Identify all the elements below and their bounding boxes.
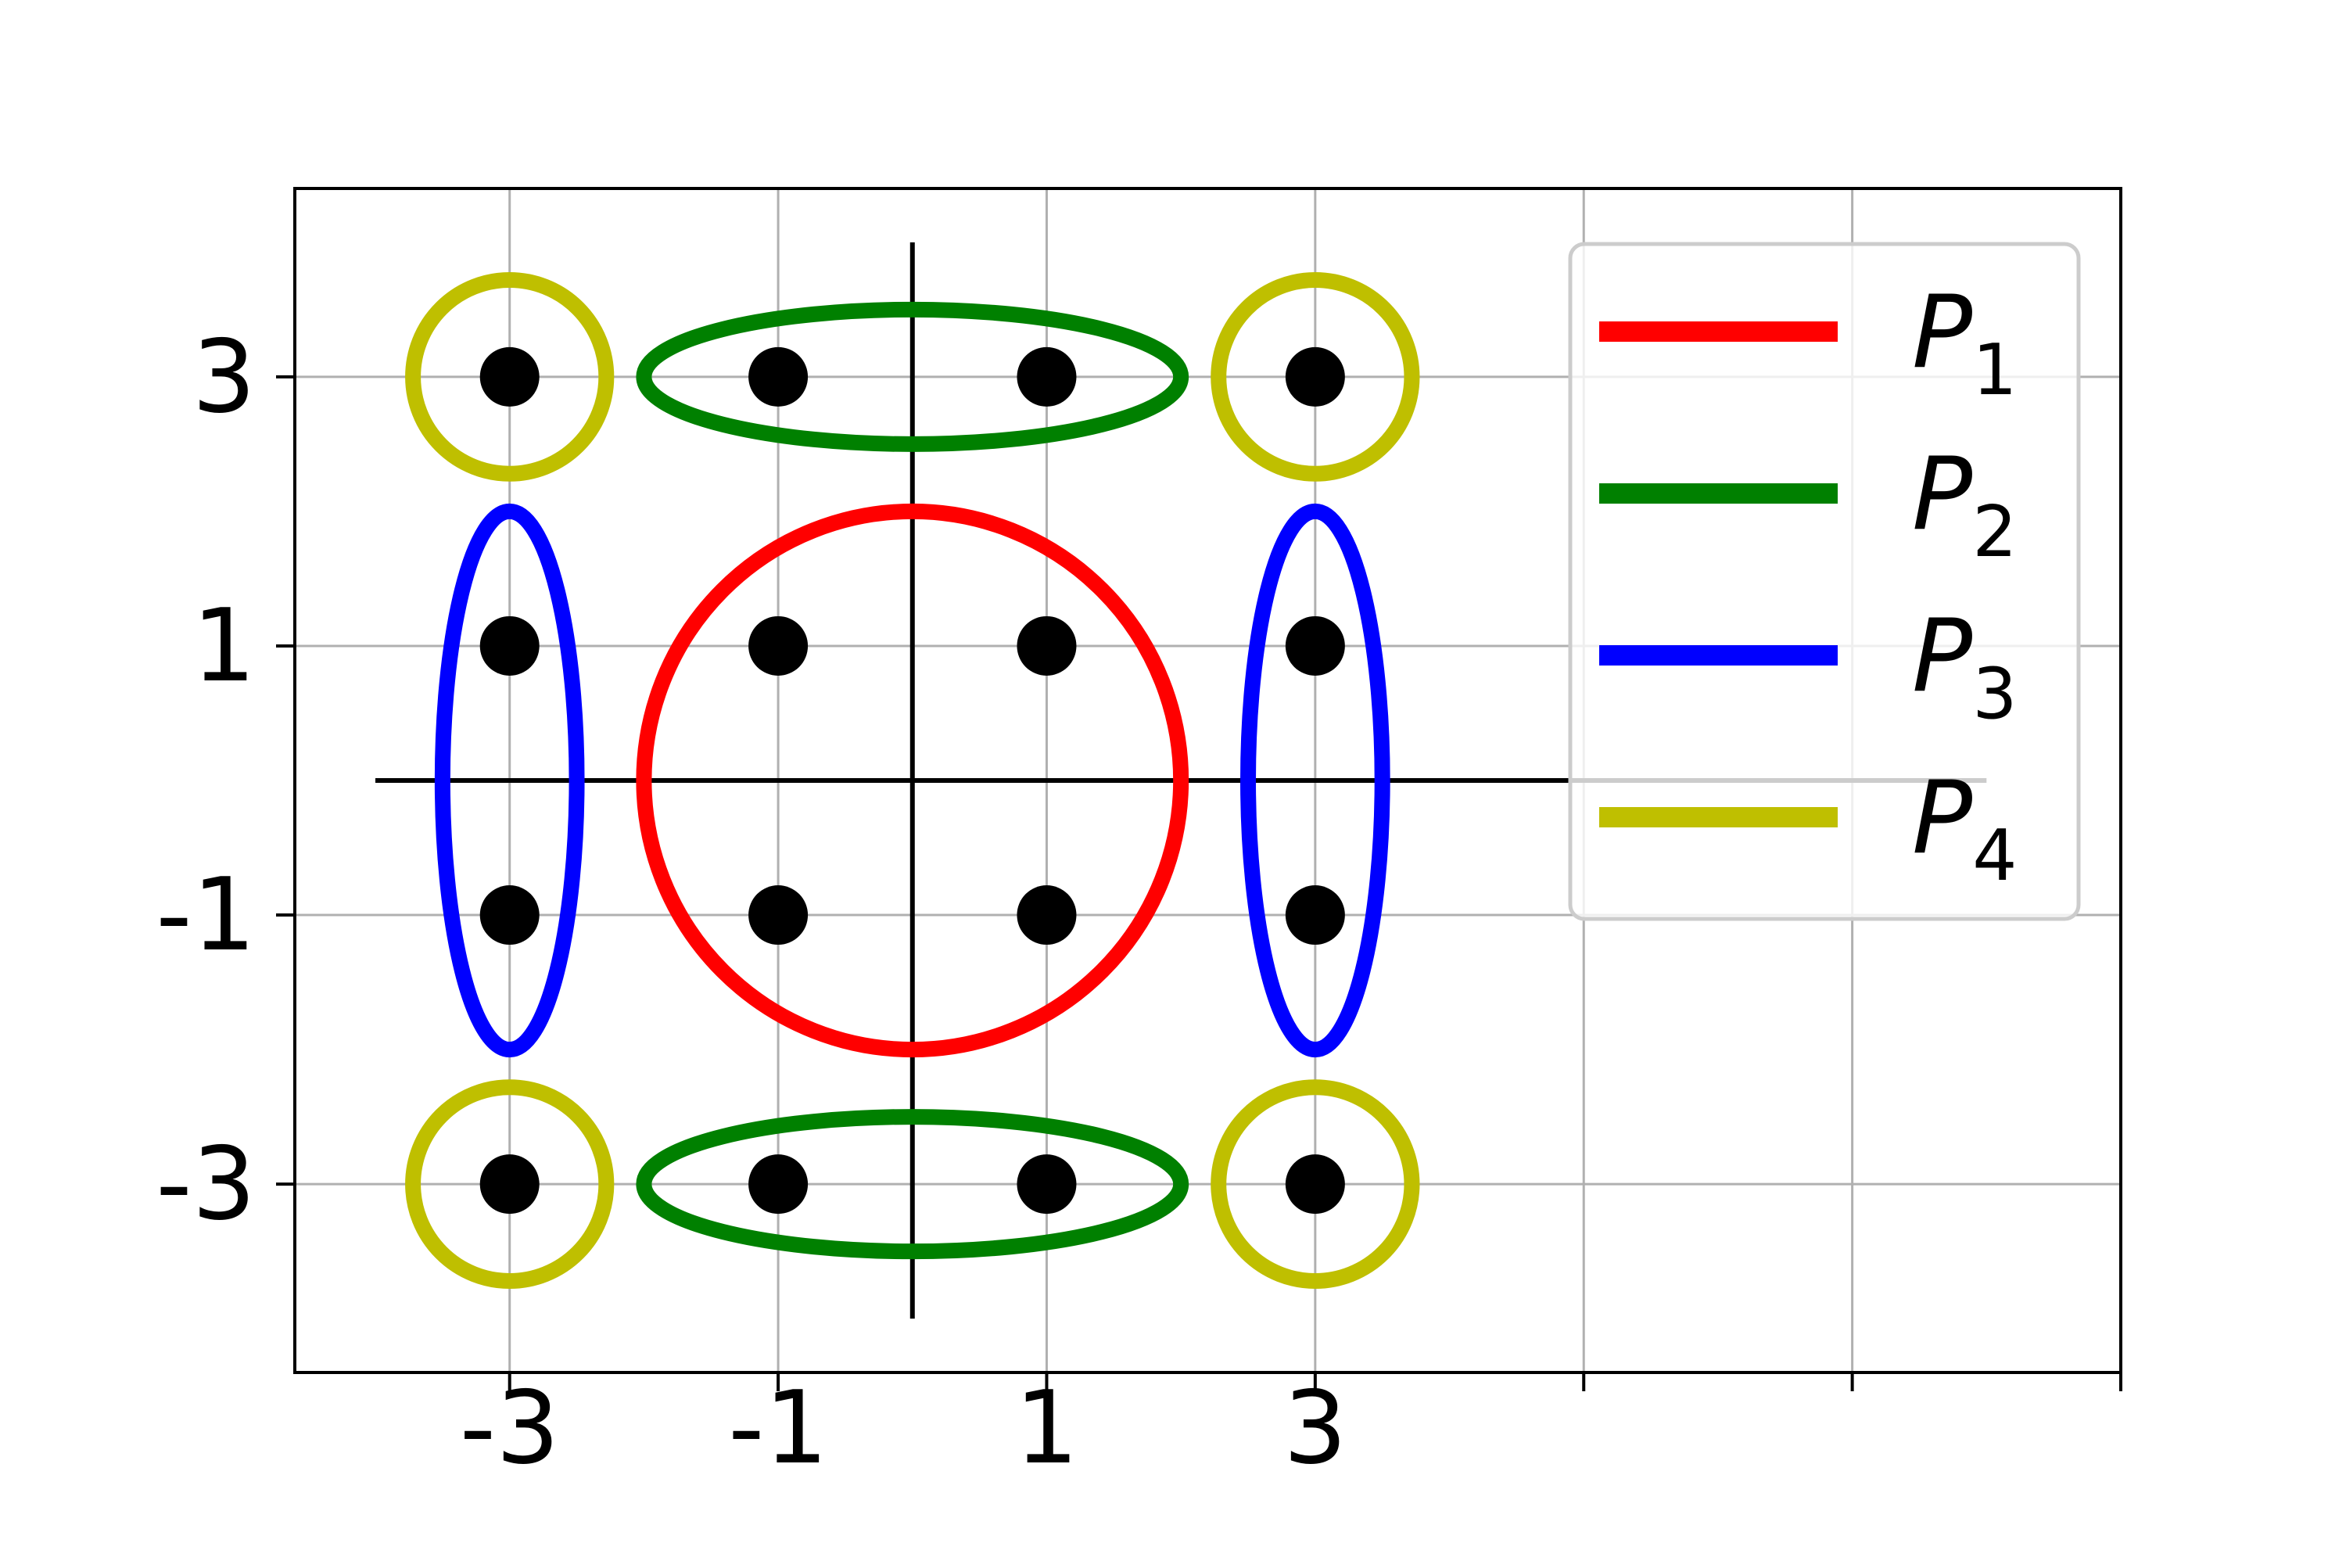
legend-subscript: 1: [1972, 329, 2017, 411]
data-point: [1285, 1154, 1345, 1215]
data-point: [1285, 615, 1345, 676]
data-point: [748, 885, 809, 945]
x-tick-label: -1: [728, 1370, 828, 1487]
legend-box: [1568, 242, 2081, 921]
data-point: [1017, 885, 1077, 945]
data-point: [1285, 885, 1345, 945]
x-tick-label: 3: [1283, 1370, 1347, 1487]
region-p2: [636, 301, 1189, 452]
data-point: [1285, 346, 1345, 407]
region-p4: [1211, 271, 1420, 482]
legend-subscript: 4: [1972, 815, 2017, 897]
x-tick-label: 1: [1015, 1370, 1078, 1487]
y-tick-label: 1: [192, 588, 256, 705]
legend-label-p4: P4: [1912, 760, 2017, 897]
data-point: [479, 1154, 540, 1215]
region-p3: [434, 503, 585, 1058]
data-point: [479, 346, 540, 407]
data-point: [748, 1154, 809, 1215]
region-p1: [636, 503, 1189, 1058]
legend-subscript: 3: [1972, 653, 2017, 735]
y-tick-label: -3: [156, 1126, 256, 1243]
x-tick-label: -3: [460, 1370, 560, 1487]
data-point: [1017, 1154, 1077, 1215]
region-p4: [405, 271, 615, 482]
region-p2: [636, 1109, 1189, 1260]
data-point: [1017, 615, 1077, 676]
plot-frame: [293, 187, 2122, 1374]
data-point: [748, 615, 809, 676]
region-p4: [405, 1079, 615, 1290]
region-p3: [1240, 503, 1390, 1058]
data-point: [748, 346, 809, 407]
data-point: [1017, 346, 1077, 407]
y-tick-label: 3: [192, 319, 256, 436]
legend-subscript: 2: [1972, 491, 2017, 573]
y-tick-label: -1: [156, 857, 256, 974]
data-point: [479, 885, 540, 945]
region-p4: [1211, 1079, 1420, 1290]
data-point: [479, 615, 540, 676]
